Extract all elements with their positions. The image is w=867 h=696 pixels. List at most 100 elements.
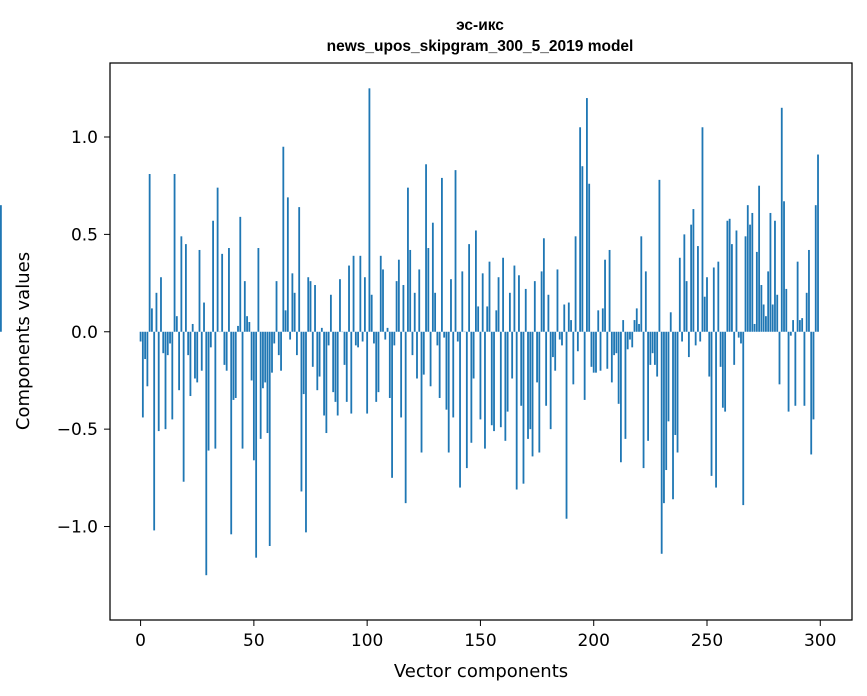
bar-component-100 [366,331,369,414]
bar-component-75 [309,281,312,332]
bar-component-139 [454,170,457,332]
bar-component-22 [189,331,192,397]
bar-component-69 [296,331,298,356]
bar-component-78 [316,331,319,391]
bar-component-250 [706,277,708,332]
bar-component-138 [452,331,455,418]
bar-component-13 [169,331,171,344]
bar-component-217 [631,331,634,348]
bar-component-51 [255,331,258,558]
bar-component-71 [300,331,303,492]
bar-component-128 [429,331,432,387]
bar-component-292 [801,318,804,332]
bar-component-245 [694,331,697,346]
bar-component-232 [665,331,668,471]
bar-component-215 [626,331,629,350]
bar-component-129 [431,222,434,332]
bar-component-182 [552,331,554,358]
bar-component-3 [146,331,149,387]
bar-component-83 [327,331,330,346]
x-tick-label: 200 [577,631,609,651]
bar-component-247 [699,331,702,342]
bar-component-272 [755,251,758,332]
bar-component-202 [597,310,600,332]
bar-component-198 [588,183,591,332]
bar-component-80 [320,327,323,332]
bar-component-178 [542,238,545,332]
bar-component-10 [162,331,165,354]
bar-component-288 [792,320,794,332]
bar-component-294 [805,292,808,332]
bar-component-176 [538,331,541,453]
bar-component-16 [175,316,178,332]
bar-component-91 [345,331,348,402]
bar-component-37 [223,331,226,365]
bar-component-58 [271,331,273,373]
bar-component-66 [289,331,292,340]
bar-component-119 [409,249,412,332]
bar-component-293 [803,331,806,406]
bar-component-164 [511,331,514,379]
y-tick-label: 1.0 [71,128,98,148]
bar-component-108 [384,331,387,340]
bar-component-122 [416,331,418,379]
bar-component-97 [359,255,362,332]
chart-title-line-2: news_upos_skipgram_300_5_2019 model [327,38,634,55]
bar-component-256 [719,331,722,367]
bar-component-151 [481,273,484,332]
bar-component-166 [515,331,518,490]
bar-component-120 [411,331,414,356]
bar-component-158 [497,277,500,332]
bar-component-201 [595,331,597,373]
bar-component-165 [513,265,516,332]
bar-component-undefined [0,205,2,332]
bar-component-41 [232,331,235,400]
x-tick-label: 150 [464,631,496,651]
bar-component-33 [214,331,217,449]
bar-component-63 [282,146,285,332]
bar-component-9 [160,277,162,332]
bar-component-12 [166,331,169,356]
bar-component-112 [393,331,396,346]
bar-component-163 [508,292,511,332]
bar-component-25 [196,331,199,383]
bar-component-265 [740,331,742,344]
bar-component-113 [395,281,398,332]
bar-component-295 [808,249,810,332]
bar-component-14 [171,331,174,420]
bar-component-7 [155,292,158,332]
bar-component-73 [305,331,307,533]
bar-component-133 [441,177,443,332]
bar-component-24 [194,331,196,379]
bar-component-124 [420,331,423,453]
bar-component-255 [717,261,720,332]
y-tick-label: −1.0 [57,518,98,538]
bar-component-44 [239,216,242,332]
bar-component-222 [642,331,645,469]
bar-component-208 [610,331,613,383]
bar-component-20 [184,244,187,332]
bar-component-149 [477,306,480,332]
bar-component-167 [518,275,520,332]
bar-component-299 [817,154,819,332]
x-tick-label: 250 [691,631,723,651]
bar-component-136 [447,331,450,453]
bar-component-50 [252,331,255,461]
bar-component-291 [798,320,801,332]
bar-component-204 [601,308,604,332]
bar-component-153 [486,306,489,332]
bar-component-220 [638,323,640,332]
x-axis-ticks: 0 50 100 150 200 250 300 [135,620,837,651]
bar-component-239 [681,331,683,342]
bar-component-131 [436,331,439,346]
bar-component-146 [470,331,473,443]
bar-component-88 [339,279,341,332]
bar-component-286 [787,331,790,412]
bar-component-241 [685,281,688,332]
bar-component-260 [728,218,731,332]
bar-component-277 [767,271,770,332]
bar-component-145 [468,244,471,332]
bar-component-282 [778,331,781,385]
bar-component-197 [586,98,588,332]
